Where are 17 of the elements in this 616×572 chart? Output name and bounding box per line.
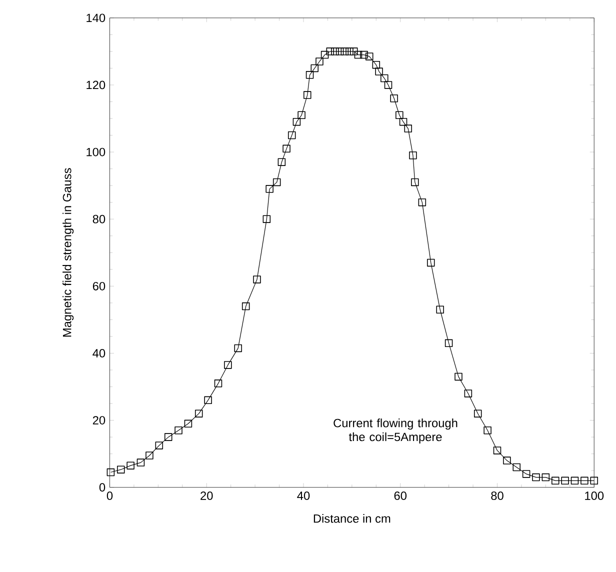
x-tick-label: 80 [491, 492, 504, 500]
y-axis-title: Magnetic field strength in Gauss [62, 168, 74, 337]
y-tick-label: 140 [86, 14, 106, 22]
y-tick-label: 100 [86, 148, 106, 156]
y-tick-label: 80 [92, 214, 106, 224]
y-tick-label: 40 [92, 349, 106, 358]
x-tick-label: 0 [106, 492, 113, 500]
y-tick-label: 0 [99, 483, 106, 492]
y-tick-label: 60 [92, 282, 106, 290]
y-tick-label: 120 [86, 80, 106, 90]
y-tick-label: 20 [92, 416, 106, 425]
x-axis-title: Distance in cm [314, 514, 390, 523]
x-tick-label: 40 [297, 492, 310, 500]
x-tick-label: 20 [200, 492, 213, 500]
x-tick-label: 100 [585, 492, 604, 500]
x-tick-label: 60 [394, 492, 407, 500]
annotation: Current flowing through the coil=5Ampere [334, 418, 458, 444]
